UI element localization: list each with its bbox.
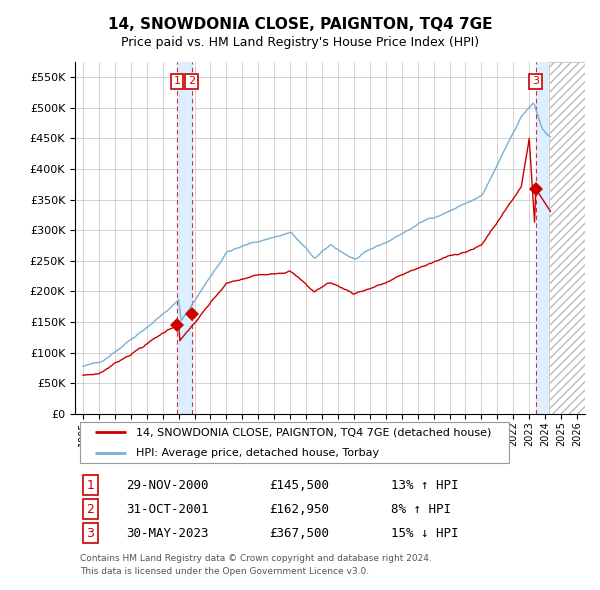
FancyBboxPatch shape <box>80 422 509 463</box>
Text: 14, SNOWDONIA CLOSE, PAIGNTON, TQ4 7GE (detached house): 14, SNOWDONIA CLOSE, PAIGNTON, TQ4 7GE (… <box>136 427 491 437</box>
Text: 30-MAY-2023: 30-MAY-2023 <box>126 527 209 540</box>
Text: £162,950: £162,950 <box>269 503 329 516</box>
Bar <box>549 62 585 414</box>
Text: £145,500: £145,500 <box>269 478 329 491</box>
Text: 1: 1 <box>173 76 181 86</box>
Text: 31-OCT-2001: 31-OCT-2001 <box>126 503 209 516</box>
Text: HPI: Average price, detached house, Torbay: HPI: Average price, detached house, Torb… <box>136 448 379 458</box>
Bar <box>177 62 192 414</box>
Text: 3: 3 <box>86 527 94 540</box>
Text: This data is licensed under the Open Government Licence v3.0.: This data is licensed under the Open Gov… <box>80 568 369 576</box>
Text: 3: 3 <box>532 76 539 86</box>
Text: 2: 2 <box>86 503 94 516</box>
Text: 14, SNOWDONIA CLOSE, PAIGNTON, TQ4 7GE: 14, SNOWDONIA CLOSE, PAIGNTON, TQ4 7GE <box>108 17 492 32</box>
Text: Contains HM Land Registry data © Crown copyright and database right 2024.: Contains HM Land Registry data © Crown c… <box>80 554 432 563</box>
Text: Price paid vs. HM Land Registry's House Price Index (HPI): Price paid vs. HM Land Registry's House … <box>121 36 479 49</box>
Text: 29-NOV-2000: 29-NOV-2000 <box>126 478 209 491</box>
Text: 15% ↓ HPI: 15% ↓ HPI <box>391 527 459 540</box>
Bar <box>536 62 549 414</box>
Text: 2: 2 <box>188 76 196 86</box>
Text: 13% ↑ HPI: 13% ↑ HPI <box>391 478 459 491</box>
Bar <box>549 62 585 414</box>
Text: 8% ↑ HPI: 8% ↑ HPI <box>391 503 451 516</box>
Text: 1: 1 <box>86 478 94 491</box>
Text: £367,500: £367,500 <box>269 527 329 540</box>
